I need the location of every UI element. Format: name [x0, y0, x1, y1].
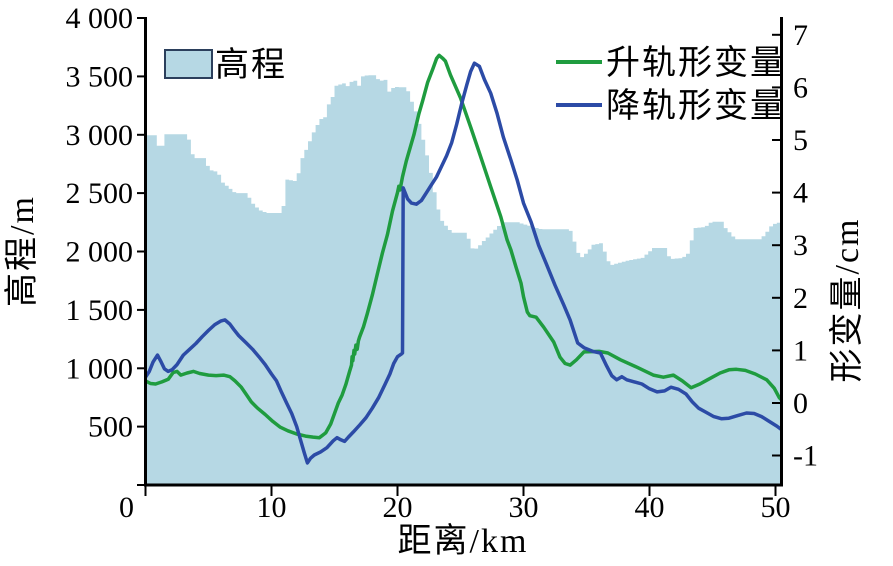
- y-left-tick-label: 2 000: [66, 236, 134, 269]
- x-tick-label: 0: [119, 491, 134, 524]
- y-left-tick-label: 3 000: [66, 119, 134, 152]
- x-tick-label: 20: [383, 491, 413, 524]
- y-right-tick-label: 6: [793, 71, 808, 104]
- x-tick-label: 10: [257, 491, 287, 524]
- y-right-tick-label: 0: [793, 387, 808, 420]
- y-right-tick-label: 4: [793, 177, 808, 210]
- y-right-tick-label: 3: [793, 229, 808, 262]
- x-axis-title: 距离/km: [398, 522, 529, 560]
- y-left-tick-label: 1 500: [66, 294, 134, 327]
- y-left-tick-label: 2 500: [66, 177, 134, 210]
- series-layer: [145, 53, 783, 485]
- y-right-tick-label: 5: [793, 124, 808, 157]
- y-right-axis-title: 形变量/cm: [828, 218, 866, 383]
- legend-elevation: 高程: [164, 46, 287, 84]
- ascending-deformation-line: [145, 53, 783, 440]
- legend-lines: 升轨形变量 降轨形变量: [556, 44, 786, 125]
- legend-descending-label: 降轨形变量: [606, 87, 786, 125]
- elevation-swatch: [164, 49, 213, 79]
- x-tick-label: 40: [635, 491, 665, 524]
- elevation-area: [145, 75, 782, 485]
- legend-elevation-label: 高程: [215, 46, 287, 84]
- y-left-tick-label: 500: [88, 411, 133, 444]
- x-tick-label: 30: [509, 491, 539, 524]
- y-left-axis-title: 高程/m: [3, 195, 41, 307]
- y-right-tick-label: 2: [793, 282, 808, 315]
- x-tick-label: 50: [761, 491, 791, 524]
- y-right-tick-label: -1: [793, 440, 818, 473]
- descending-deformation-line: [145, 61, 783, 465]
- legend-ascending-label: 升轨形变量: [606, 44, 786, 82]
- y-left-tick-label: 3 500: [66, 60, 134, 93]
- y-left-tick-label: 4 000: [66, 2, 134, 35]
- y-right-tick-label: 7: [793, 19, 808, 52]
- y-right-tick-label: 1: [793, 334, 808, 367]
- y-left-tick-label: 1 000: [66, 352, 134, 385]
